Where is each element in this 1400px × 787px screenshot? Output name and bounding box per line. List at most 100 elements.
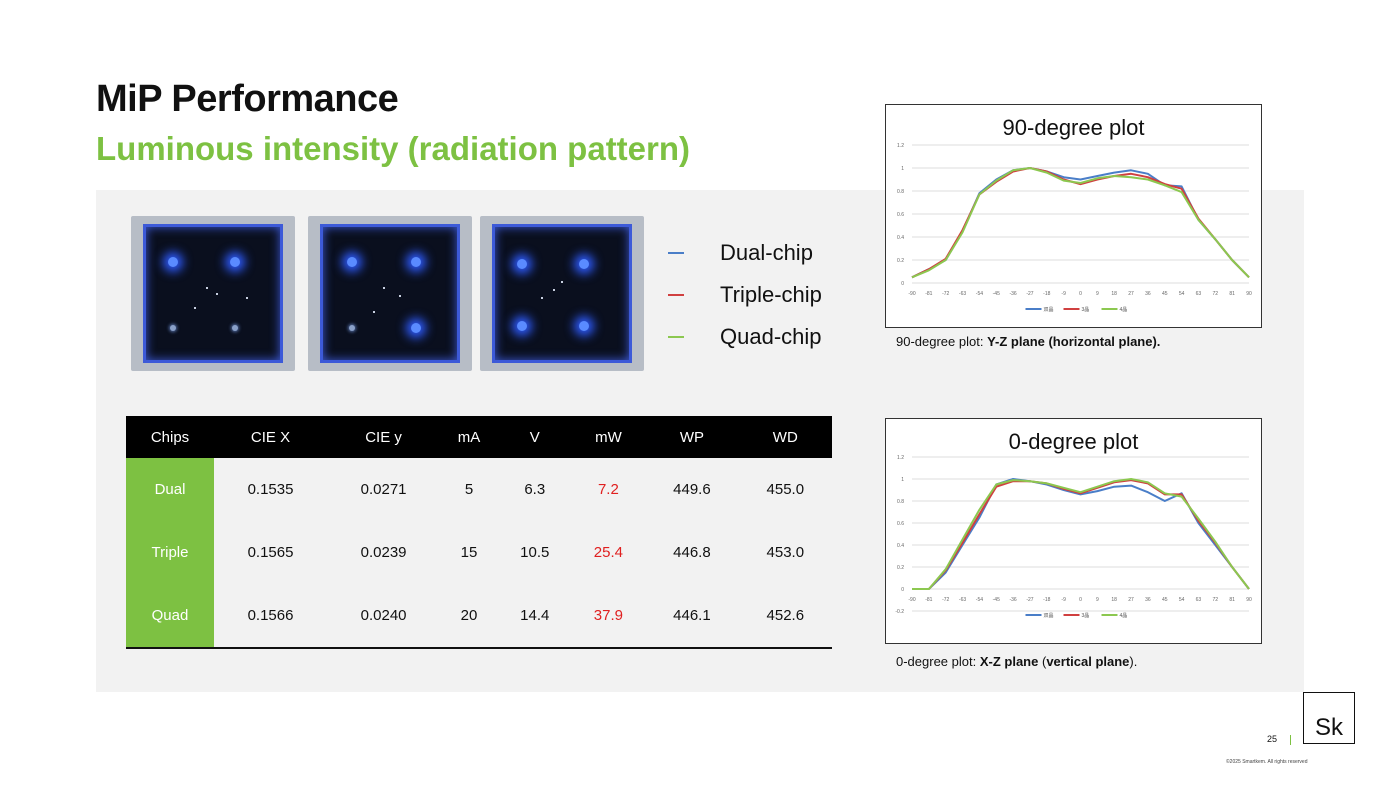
series-line-2 <box>911 167 1250 279</box>
legend-text: 4晶 <box>1120 307 1128 313</box>
table-row: Triple 0.1565 0.0239 15 10.5 25.4 446.8 … <box>126 521 832 584</box>
led-dim <box>349 325 355 331</box>
table-cell: 15 <box>460 544 478 561</box>
x-tick-label: -72 <box>942 291 949 297</box>
x-tick-label: 54 <box>1179 597 1185 603</box>
x-tick-label: 0 <box>1079 597 1082 603</box>
led-lit <box>411 257 421 267</box>
x-tick-label: 81 <box>1229 597 1235 603</box>
x-tick-label: -18 <box>1043 597 1050 603</box>
legend-label: Quad-chip <box>720 324 822 349</box>
x-tick-label: 18 <box>1111 291 1117 297</box>
led-dim <box>170 325 176 331</box>
x-tick-label: 0 <box>1079 291 1082 297</box>
series-line-0 <box>912 478 1250 590</box>
y-tick-label: 0.2 <box>897 565 904 571</box>
legend-item-dual: Dual-chip <box>668 240 813 266</box>
x-tick-label: 54 <box>1179 291 1185 297</box>
header-cell: V <box>497 416 572 458</box>
table-cell: 20 <box>440 584 498 649</box>
legend-text: 双晶 <box>1044 307 1054 313</box>
y-tick-label: -0.2 <box>895 609 904 615</box>
performance-table: Chips CIE X CIE y mA V mW WP WD Dual 0.1… <box>126 416 832 649</box>
legend-label: Triple-chip <box>720 282 822 307</box>
legend-swatch <box>668 294 684 296</box>
x-tick-label: 9 <box>1096 291 1099 297</box>
x-tick-label: 45 <box>1162 597 1168 603</box>
x-tick-label: -45 <box>993 291 1000 297</box>
series-line-2 <box>912 478 1250 590</box>
plot-0-caption: 0-degree plot: X-Z plane (vertical plane… <box>896 654 1138 669</box>
x-tick-label: 63 <box>1196 291 1202 297</box>
x-tick-label: 27 <box>1128 291 1134 297</box>
led-lit <box>517 321 527 331</box>
x-tick-label: -9 <box>1061 597 1066 603</box>
x-tick-label: -81 <box>925 597 932 603</box>
x-tick-label: -36 <box>1009 597 1016 603</box>
x-tick-label: -18 <box>1043 291 1050 297</box>
y-tick-label: 0.2 <box>897 258 904 264</box>
legend-label: Dual-chip <box>720 240 813 265</box>
legend-swatch <box>668 336 684 338</box>
dual-chip-photo <box>131 216 295 371</box>
page-divider <box>1290 735 1291 745</box>
legend-swatch <box>668 252 684 254</box>
x-tick-label: 18 <box>1111 597 1117 603</box>
y-tick-label: 0 <box>901 281 904 287</box>
table-cell: 25.4 <box>593 544 623 561</box>
table-cell: 5 <box>464 481 474 498</box>
table-row: Dual 0.1535 0.0271 5 6.3 7.2 449.6 455.0 <box>126 458 832 521</box>
header-cell: CIE y <box>327 416 441 458</box>
led-dim <box>232 325 238 331</box>
y-tick-label: 0.8 <box>897 499 904 505</box>
table-cell: 455.0 <box>766 481 805 498</box>
x-tick-label: 36 <box>1145 291 1151 297</box>
legend-item-quad: Quad-chip <box>668 324 822 350</box>
x-tick-label: 45 <box>1162 291 1168 297</box>
table-cell: 37.9 <box>571 584 646 649</box>
quad-chip-photo <box>480 216 644 371</box>
x-tick-label: -90 <box>908 597 915 603</box>
table-cell: 7.2 <box>597 481 619 498</box>
header-cell: WP <box>645 416 739 458</box>
led-lit <box>168 257 178 267</box>
page-number: 25 <box>1267 734 1278 744</box>
header-cell: mW <box>571 416 646 458</box>
x-tick-label: 9 <box>1096 597 1099 603</box>
x-tick-label: 81 <box>1229 291 1235 297</box>
plot-0-degree: 0-degree plot -0.2 0 0.2 0.4 0.6 0.8 1 1.2 -90 -8… <box>885 418 1262 644</box>
x-tick-label: -9 <box>1061 291 1066 297</box>
x-tick-label: 36 <box>1145 597 1151 603</box>
slide-subtitle: Luminous intensity (radiation pattern) <box>96 130 691 167</box>
y-tick-label: 1 <box>901 166 904 172</box>
plot-90-svg: 00.20.40.60.811.2-90 -81 -72 -63 -54 -45 -36 -2… <box>897 143 1252 313</box>
table-cell: 0.0239 <box>360 544 407 561</box>
plot-title: 0-degree plot <box>1008 429 1139 454</box>
table-cell: 0.0240 <box>327 584 441 649</box>
table-cell: 453.0 <box>766 544 805 561</box>
table-cell: 6.3 <box>524 481 546 498</box>
legend-text: 双晶 <box>1044 613 1054 619</box>
legend-text: 4晶 <box>1120 613 1128 619</box>
plot-90-caption: 90-degree plot: Y-Z plane (horizontal pl… <box>896 334 1161 349</box>
x-tick-label: 72 <box>1213 597 1219 603</box>
x-tick-label: -54 <box>976 291 983 297</box>
led-lit <box>347 257 357 267</box>
led-lit <box>579 259 589 269</box>
table-cell: Quad <box>126 584 214 649</box>
x-tick-label: 90 <box>1246 597 1252 603</box>
y-tick-label: 0.6 <box>897 212 904 218</box>
table-cell: 0.1565 <box>247 544 294 561</box>
x-tick-label: -63 <box>959 597 966 603</box>
legend-text: 3晶 <box>1082 307 1090 313</box>
x-tick-label: -63 <box>959 291 966 297</box>
x-tick-label: -27 <box>1026 597 1033 603</box>
table-cell: 446.1 <box>645 584 739 649</box>
table-cell: 446.8 <box>673 544 711 561</box>
table-cell: 452.6 <box>738 584 832 649</box>
table-cell: 0.0271 <box>360 481 407 498</box>
legend-item-triple: Triple-chip <box>668 282 822 308</box>
x-tick-label: -36 <box>1009 291 1016 297</box>
y-tick-label: 1 <box>901 477 904 483</box>
y-tick-label: 1.2 <box>897 143 904 149</box>
